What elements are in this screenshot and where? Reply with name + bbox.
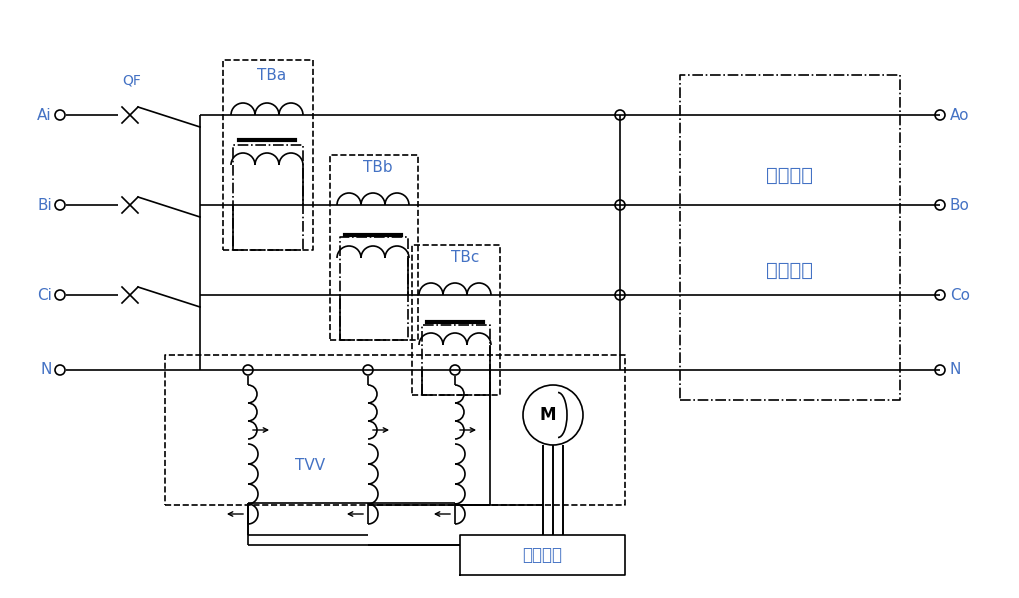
Text: 控制系统: 控制系统 xyxy=(522,546,561,564)
Text: Bo: Bo xyxy=(949,197,969,212)
Text: M: M xyxy=(539,406,555,424)
Text: Ci: Ci xyxy=(37,288,52,303)
Text: Ao: Ao xyxy=(949,108,968,123)
Text: 延时供电: 延时供电 xyxy=(765,166,813,185)
Text: TBc: TBc xyxy=(450,251,479,266)
Text: TVV: TVV xyxy=(294,457,325,472)
Text: TBb: TBb xyxy=(363,160,392,175)
Text: Ai: Ai xyxy=(38,108,52,123)
Text: Co: Co xyxy=(949,288,969,303)
Text: QF: QF xyxy=(122,74,142,88)
Text: TBa: TBa xyxy=(257,68,286,83)
Text: N: N xyxy=(41,362,52,377)
Text: N: N xyxy=(949,362,961,377)
Text: Bi: Bi xyxy=(38,197,52,212)
Text: 保护单元: 保护单元 xyxy=(765,261,813,279)
